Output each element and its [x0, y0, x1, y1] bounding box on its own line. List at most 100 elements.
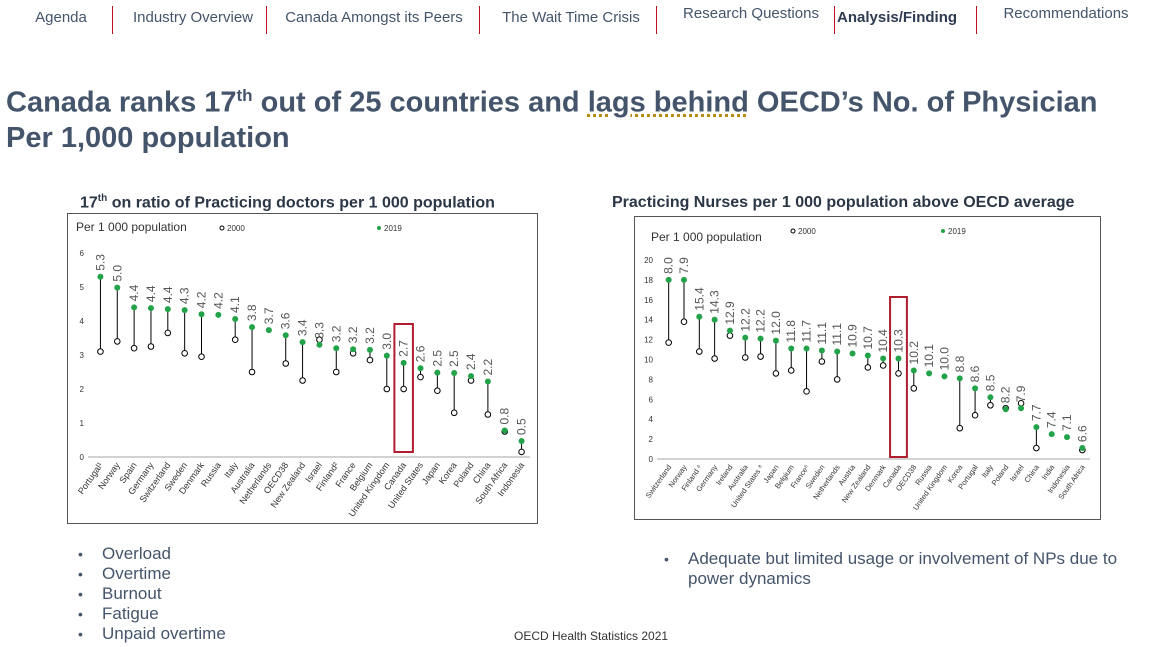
bullet-item: Overload — [74, 544, 374, 564]
nav-divider — [112, 6, 113, 34]
legend-label-2019: 2019 — [384, 224, 402, 233]
data-value-label: 6.6 — [1075, 425, 1089, 442]
data-value-label: 11.7 — [800, 320, 814, 343]
data-point-2000 — [97, 348, 104, 355]
nav-tab-agenda[interactable]: Agenda — [35, 8, 87, 26]
data-point-2019 — [880, 355, 887, 362]
data-value-label: 4.2 — [195, 291, 209, 308]
data-point-2019 — [665, 276, 672, 283]
data-point-2000 — [987, 401, 994, 409]
nav-tab-wait-time[interactable]: The Wait Time Crisis — [502, 8, 640, 26]
data-point-2019 — [282, 332, 289, 339]
legend-marker-2000 — [219, 225, 225, 231]
data-value-label: 7.4 — [1045, 411, 1059, 428]
data-value-label: 5.3 — [93, 254, 107, 271]
data-point-2000 — [910, 385, 918, 392]
data-point-2019 — [518, 438, 525, 445]
y-tick-label: 12 — [644, 336, 653, 345]
y-tick-label: 0 — [80, 453, 85, 462]
data-point-2000 — [282, 360, 290, 367]
data-point-2000 — [818, 358, 826, 365]
data-point-2019 — [468, 373, 475, 380]
nav-tab-research-questions[interactable]: Research Questions — [683, 4, 819, 22]
data-point-2019 — [895, 355, 902, 362]
data-value-label: 4.2 — [211, 292, 225, 309]
y-tick-label: 18 — [644, 276, 653, 285]
data-point-2000 — [956, 424, 964, 432]
data-value-label: 3.0 — [380, 333, 394, 350]
data-point-2000 — [248, 368, 256, 376]
data-point-2019 — [1079, 445, 1086, 452]
data-point-2019 — [1048, 431, 1055, 438]
canada-highlight-box — [393, 323, 414, 453]
data-point-2000 — [383, 385, 391, 393]
data-value-label: 10.0 — [937, 347, 951, 371]
data-point-2019 — [333, 345, 340, 352]
data-value-label: 3.7 — [262, 307, 276, 324]
nav-divider — [266, 6, 267, 34]
left-chart-title: 17th on ratio of Practicing doctors per … — [80, 193, 495, 212]
data-point-2019 — [788, 345, 795, 352]
data-point-2019 — [147, 305, 154, 312]
legend-label-2000: 2000 — [227, 224, 245, 233]
data-point-2000 — [726, 332, 734, 339]
bullet-item: Fatigue — [74, 604, 374, 624]
data-value-label: 12.2 — [738, 308, 752, 332]
x-category-label: China — [1022, 462, 1041, 484]
data-point-2019 — [215, 311, 222, 318]
data-value-label: 5.0 — [110, 265, 124, 282]
nav-divider — [976, 6, 977, 34]
data-point-2000 — [680, 318, 688, 325]
data-point-2000 — [366, 356, 374, 364]
legend-marker-2019 — [941, 229, 945, 233]
data-point-2019 — [680, 276, 687, 283]
data-point-2019 — [299, 339, 306, 346]
data-point-2000 — [113, 338, 121, 345]
data-value-label: 2.2 — [481, 359, 495, 376]
data-value-label: 10.1 — [922, 344, 936, 368]
data-value-label: 4.4 — [161, 286, 175, 303]
data-value-label: 4.4 — [144, 285, 158, 302]
data-point-2019 — [198, 311, 205, 318]
nav-tab-recommendations[interactable]: Recommendations — [1003, 4, 1129, 22]
data-value-label: 8.0 — [662, 257, 676, 274]
data-value-label: 3.2 — [363, 327, 377, 344]
data-value-label: 2.7 — [397, 340, 411, 357]
bullet-item: Adequate but limited usage or involvemen… — [660, 549, 1120, 589]
data-point-2019 — [366, 346, 373, 353]
data-value-label: 7.9 — [677, 257, 691, 274]
nav-tab-industry-overview[interactable]: Industry Overview — [132, 8, 254, 26]
data-point-2000 — [484, 411, 492, 418]
y-axis-label: Per 1 000 population — [76, 220, 187, 234]
data-point-2019 — [803, 345, 810, 352]
y-tick-label: 4 — [649, 415, 654, 424]
data-value-label: 3.4 — [296, 319, 310, 336]
data-value-label: 0.8 — [498, 407, 512, 424]
data-point-2019 — [232, 315, 239, 322]
nurses-chart: Per 1 000 population 2000 2019 0 2 4 6 8 10 12 14 1… — [634, 216, 1101, 520]
data-value-label: 7.7 — [1029, 404, 1043, 421]
data-point-2000 — [332, 368, 340, 376]
data-point-2000 — [665, 339, 672, 346]
nav-divider — [479, 6, 480, 34]
data-point-2019 — [451, 370, 458, 377]
y-tick-label: 4 — [80, 317, 85, 326]
data-point-2019 — [265, 327, 272, 334]
nav-tab-canada-peers[interactable]: Canada Amongst its Peers — [285, 8, 463, 26]
data-point-2019 — [417, 365, 424, 372]
data-value-label: 2.5 — [430, 350, 444, 367]
nav-tab-analysis-finding[interactable]: Analysis/Finding — [837, 8, 958, 26]
data-point-2019 — [1018, 405, 1025, 412]
data-point-2019 — [114, 284, 121, 291]
data-point-2019 — [164, 306, 171, 313]
data-point-2000 — [518, 448, 525, 456]
nav-divider — [656, 6, 657, 34]
data-value-label: 2.6 — [414, 345, 428, 362]
data-value-label: 8.8 — [953, 355, 967, 372]
data-value-label: 4.1 — [228, 296, 242, 313]
data-point-2000 — [434, 387, 441, 394]
y-tick-label: 8 — [649, 375, 654, 384]
source-citation: OECD Health Statistics 2021 — [514, 629, 669, 643]
data-point-2019 — [849, 350, 856, 357]
data-value-label: 2.4 — [464, 353, 478, 370]
